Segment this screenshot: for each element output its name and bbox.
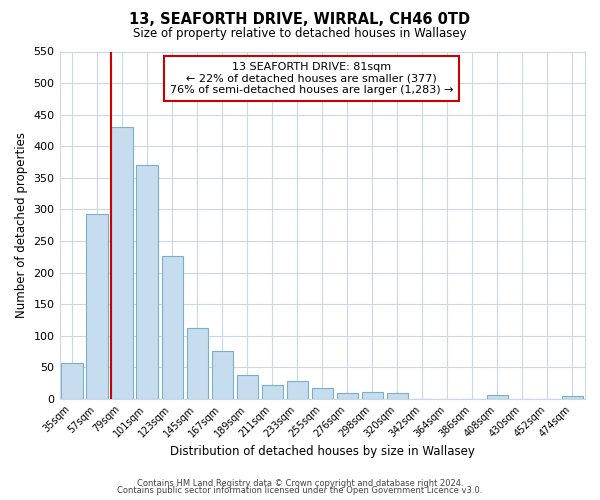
Bar [262, 385, 283, 399]
Bar [387, 394, 408, 399]
Text: 13, SEAFORTH DRIVE, WIRRAL, CH46 0TD: 13, SEAFORTH DRIVE, WIRRAL, CH46 0TD [130, 12, 470, 28]
Text: 13 SEAFORTH DRIVE: 81sqm
← 22% of detached houses are smaller (377)
76% of semi-: 13 SEAFORTH DRIVE: 81sqm ← 22% of detach… [170, 62, 454, 95]
Bar [112, 128, 133, 399]
Bar [311, 388, 333, 399]
Bar [212, 351, 233, 399]
Bar [362, 392, 383, 399]
Y-axis label: Number of detached properties: Number of detached properties [15, 132, 28, 318]
Bar [161, 256, 183, 399]
Bar [187, 328, 208, 399]
Bar [562, 396, 583, 399]
Text: Size of property relative to detached houses in Wallasey: Size of property relative to detached ho… [133, 28, 467, 40]
Text: Contains HM Land Registry data © Crown copyright and database right 2024.: Contains HM Land Registry data © Crown c… [137, 478, 463, 488]
Bar [236, 375, 258, 399]
Text: Contains public sector information licensed under the Open Government Licence v3: Contains public sector information licen… [118, 486, 482, 495]
Bar [337, 393, 358, 399]
Bar [86, 214, 108, 399]
Bar [136, 166, 158, 399]
Bar [487, 396, 508, 399]
Bar [61, 363, 83, 399]
Bar [287, 381, 308, 399]
X-axis label: Distribution of detached houses by size in Wallasey: Distribution of detached houses by size … [170, 444, 475, 458]
